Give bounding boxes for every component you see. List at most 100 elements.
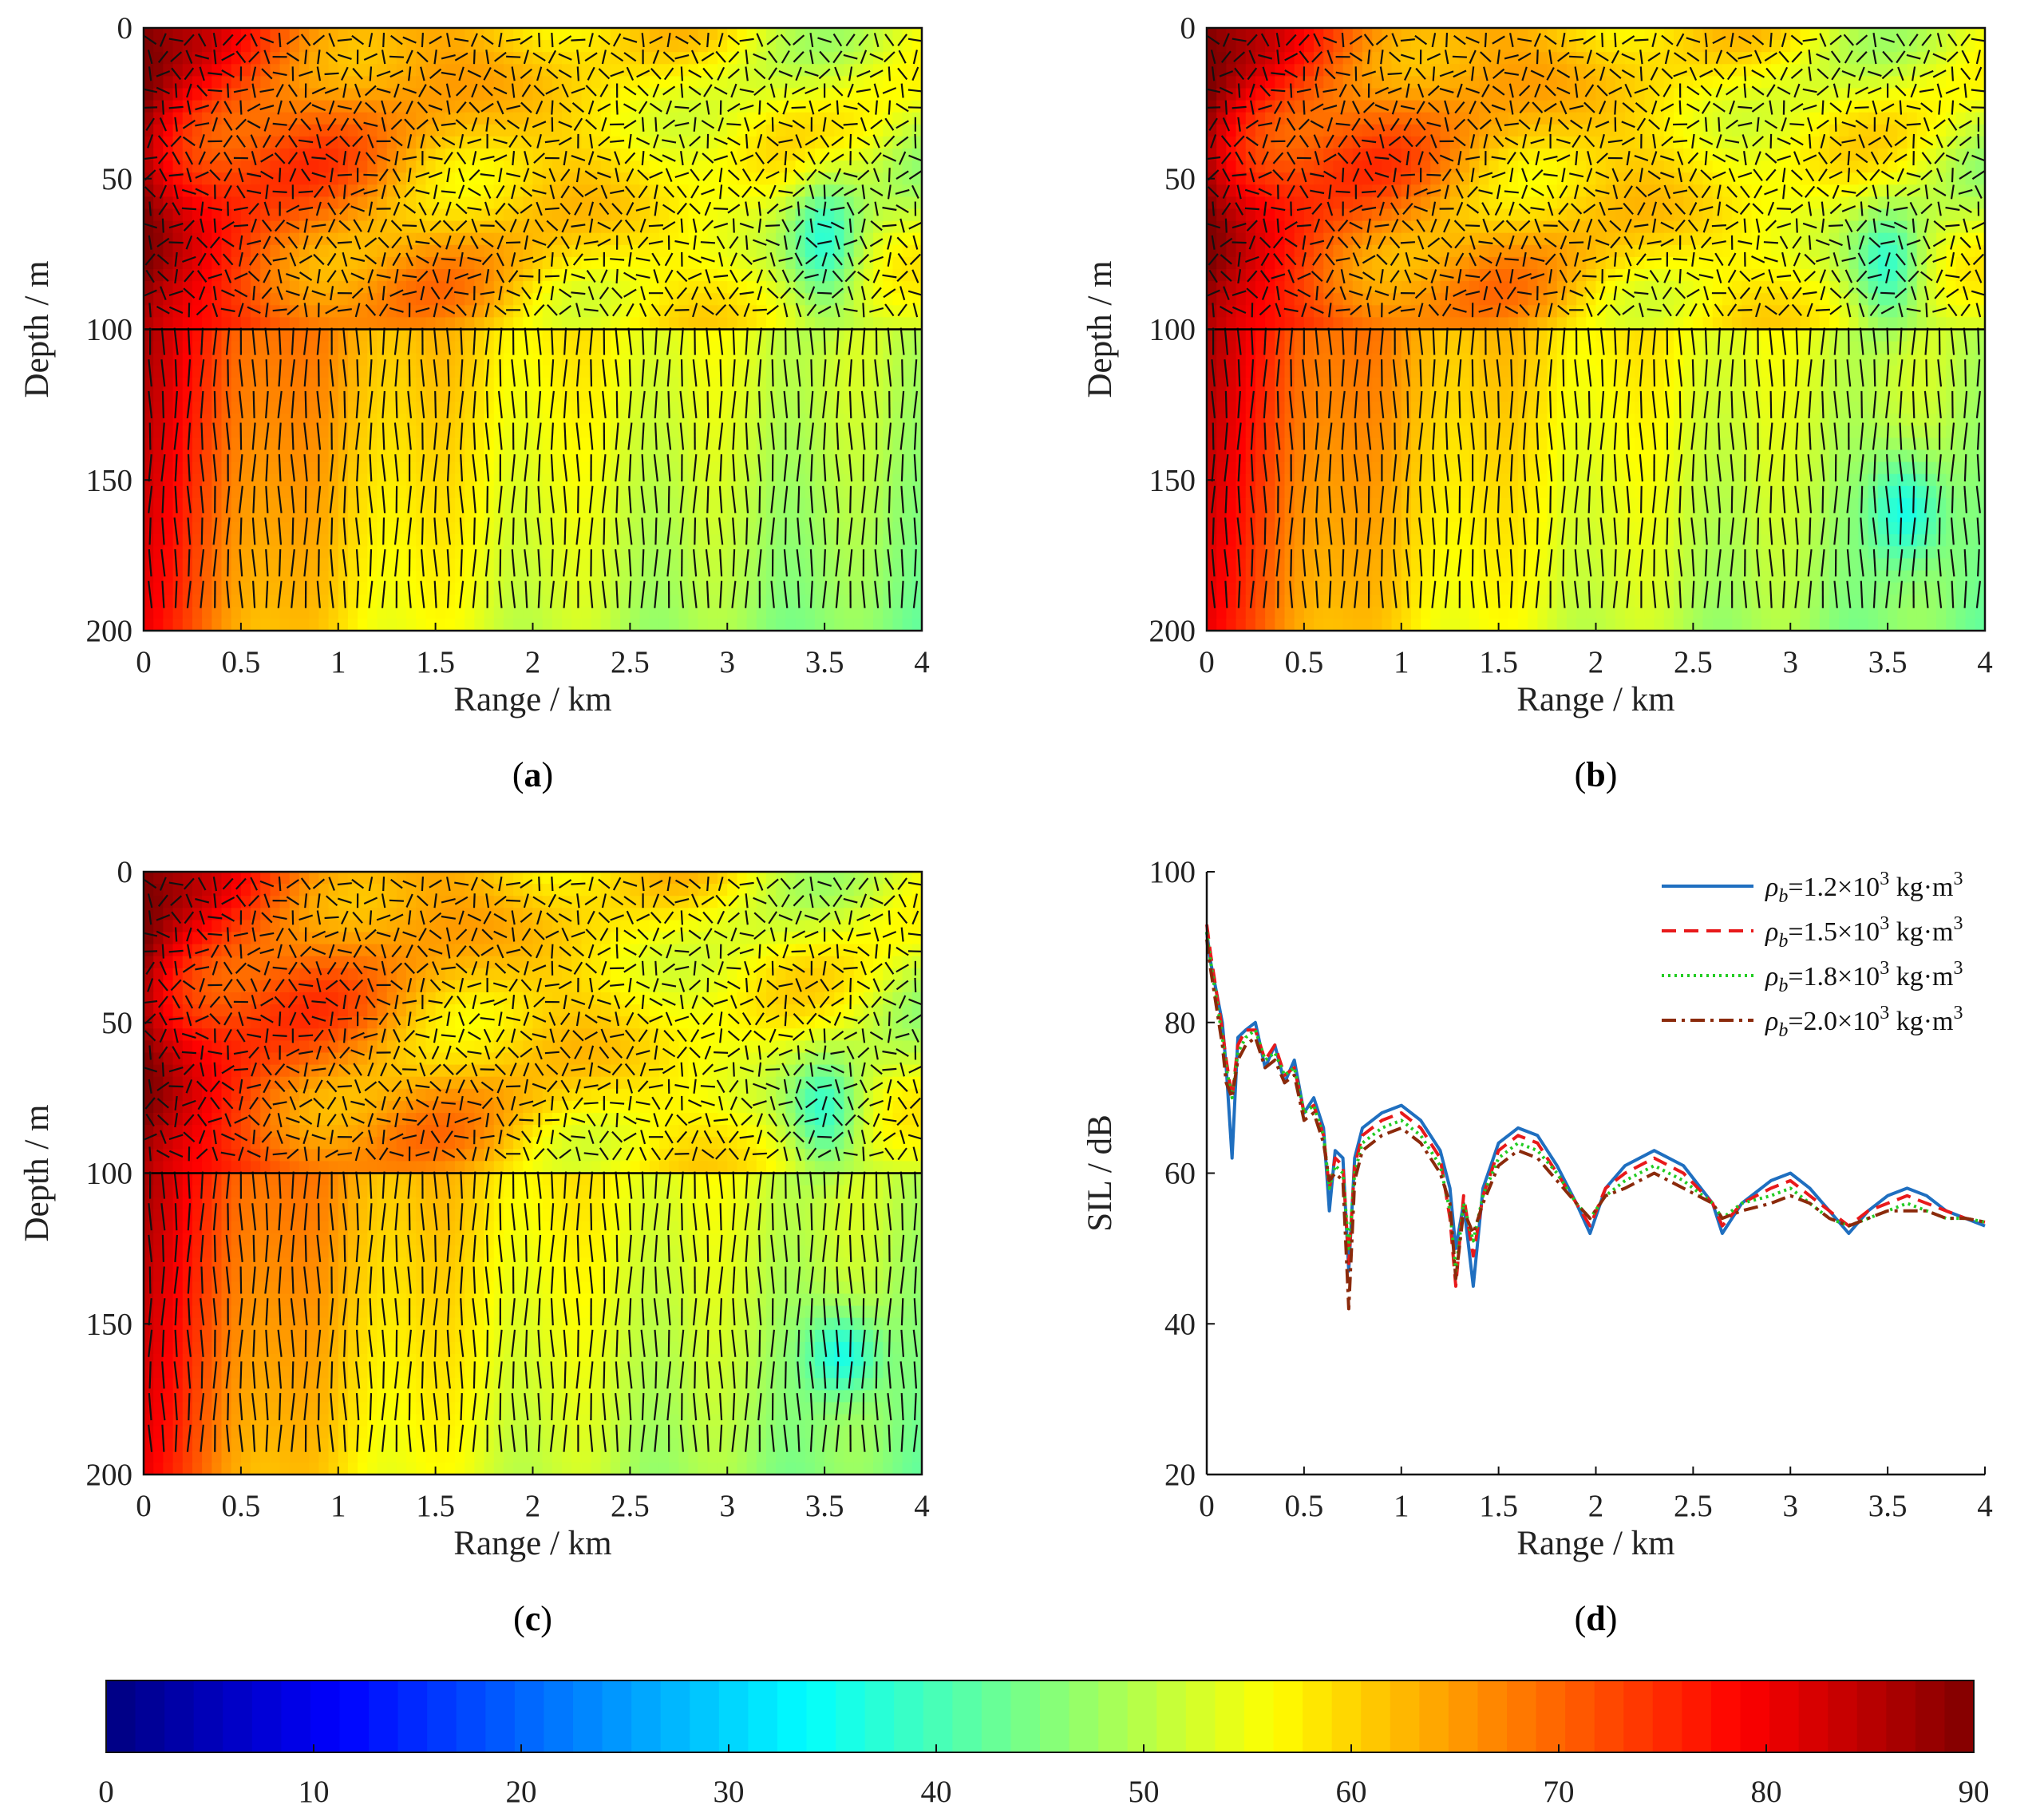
a-flux-arrow (603, 517, 606, 545)
a-field-cell (260, 377, 271, 390)
a-field-cell (658, 606, 670, 620)
a-field-cell (347, 461, 358, 475)
a-field-cell (542, 546, 553, 559)
a-field-cell (347, 52, 358, 65)
a-field-cell (202, 570, 212, 584)
a-field-cell (270, 341, 281, 354)
a-field-cell (805, 461, 816, 475)
a-field-cell (737, 353, 748, 366)
a-field-cell (182, 510, 193, 523)
a-field-cell (776, 522, 786, 535)
a-field-cell (776, 377, 786, 390)
a-field-cell (309, 281, 319, 294)
a-field-cell (270, 618, 281, 631)
a-field-cell (542, 618, 553, 631)
a-field-cell (523, 461, 534, 475)
a-field-cell (824, 594, 835, 608)
a-field-cell (270, 281, 281, 294)
a-field-cell (328, 329, 339, 342)
a-field-cell (678, 256, 690, 270)
a-field-cell (347, 473, 358, 487)
a-field-cell (503, 402, 514, 414)
a-field-cell (658, 329, 670, 342)
a-field-cell (172, 594, 184, 608)
a-field-cell (445, 570, 456, 584)
a-field-cell (718, 365, 728, 378)
a-field-cell (172, 497, 184, 511)
a-field-cell (766, 402, 777, 414)
a-field-cell (358, 269, 368, 282)
a-field-cell (347, 594, 358, 608)
a-field-cell (649, 546, 660, 559)
a-field-cell (406, 353, 417, 366)
a-field-cell (338, 208, 349, 222)
a-field-cell (911, 618, 923, 631)
a-field-cell (445, 594, 456, 608)
a-field-cell (552, 244, 563, 258)
a-field-cell (591, 40, 602, 53)
a-field-cell (377, 534, 388, 547)
a-field-cell (892, 88, 903, 101)
a-field-cell (513, 160, 524, 173)
a-field-cell (299, 305, 310, 318)
a-field-cell (902, 353, 913, 366)
a-flux-arrow (318, 549, 320, 577)
a-field-cell (718, 100, 728, 113)
a-field-cell (270, 390, 281, 402)
a-field-cell (240, 414, 251, 426)
a-field-cell (620, 196, 631, 210)
a-field-cell (873, 317, 884, 331)
a-field-cell (328, 461, 339, 475)
a-field-cell (814, 390, 825, 402)
a-field-cell (163, 390, 174, 402)
a-field-cell (347, 414, 358, 426)
a-field-cell (318, 510, 330, 523)
a-flux-arrow (447, 359, 450, 387)
a-field-cell (795, 461, 806, 475)
a-field-cell (465, 618, 475, 631)
a-field-cell (192, 329, 203, 342)
a-field-cell (270, 76, 281, 89)
a-field-cell (163, 40, 174, 53)
a-field-cell (231, 172, 242, 185)
a-field-cell (318, 244, 330, 258)
a-field-cell (785, 618, 797, 631)
a-field-cell (562, 558, 572, 572)
a-field-cell (824, 377, 835, 390)
a-field-cell (474, 558, 485, 572)
a-field-cell (377, 402, 388, 414)
a-field-cell (240, 390, 251, 402)
a-field-cell (318, 473, 330, 487)
a-field-cell (367, 377, 378, 390)
a-field-cell (163, 546, 174, 559)
a-field-cell (299, 244, 310, 258)
a-field-cell (688, 522, 699, 535)
a-field-cell (163, 76, 174, 89)
a-field-cell (718, 402, 728, 414)
a-field-cell (221, 449, 232, 463)
a-field-cell (727, 329, 738, 342)
a-field-cell (192, 305, 203, 318)
a-field-cell (532, 341, 544, 354)
a-field-cell (212, 184, 223, 197)
a-field-cell (611, 341, 621, 354)
a-field-cell (367, 461, 378, 475)
a-field-cell (513, 522, 524, 535)
a-field-cell (669, 582, 679, 596)
a-field-cell (435, 594, 446, 608)
a-field-cell (484, 485, 495, 499)
a-field-cell (503, 148, 514, 161)
a-field-cell (202, 377, 212, 390)
a-field-cell (309, 40, 319, 53)
a-field-cell (503, 329, 514, 342)
a-field-cell (484, 256, 495, 270)
a-field-cell (795, 365, 806, 378)
a-field-cell (299, 353, 310, 366)
a-field-cell (552, 618, 563, 631)
a-field-cell (795, 534, 806, 547)
a-field-cell (396, 534, 407, 547)
a-field-cell (318, 546, 330, 559)
a-field-cell (279, 305, 291, 318)
a-field-cell (562, 618, 572, 631)
a-field-cell (805, 220, 816, 234)
